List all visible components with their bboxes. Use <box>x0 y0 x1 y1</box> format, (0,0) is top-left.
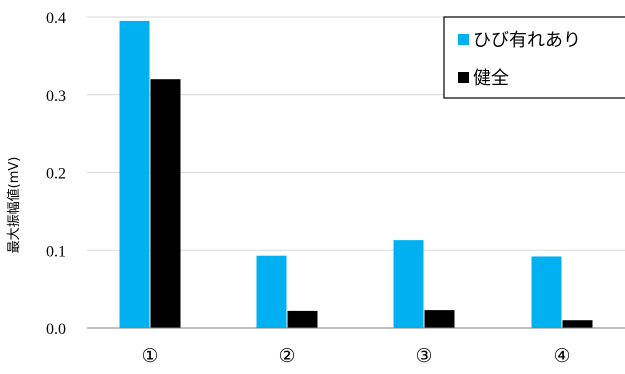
bar-健全-1 <box>150 79 181 328</box>
legend-swatch-ひび有れあり <box>458 34 469 45</box>
x-tick-label: ① <box>141 345 158 367</box>
bar-ひび有れあり-1 <box>119 20 150 328</box>
x-tick-label: ③ <box>415 345 432 367</box>
y-tick-label: 0.0 <box>46 321 66 338</box>
y-tick-labels: 0.0 0.1 0.2 0.3 0.4 <box>46 10 66 338</box>
y-tick-label: 0.2 <box>46 166 66 183</box>
bars <box>119 20 593 328</box>
legend-swatch-健全 <box>458 72 469 83</box>
y-tick-label: 0.3 <box>46 88 66 105</box>
bar-ひび有れあり-3 <box>393 240 424 328</box>
bar-健全-3 <box>424 310 455 328</box>
bar-健全-2 <box>287 310 318 328</box>
legend: ひび有れあり 健全 <box>443 16 625 99</box>
legend-box <box>443 16 625 99</box>
y-tick-label: 0.1 <box>46 243 66 260</box>
y-axis-title: 最大振幅値(mV) <box>6 157 22 254</box>
x-tick-labels: ① ② ③ ④ <box>141 345 570 367</box>
legend-label-ひび有れあり: ひび有れあり <box>473 30 581 51</box>
legend-label-健全: 健全 <box>473 68 509 89</box>
bar-ひび有れあり-2 <box>256 255 287 328</box>
x-tick-label: ② <box>278 345 295 367</box>
bar-ひび有れあり-4 <box>531 256 562 328</box>
x-tick-label: ④ <box>553 345 570 367</box>
y-tick-label: 0.4 <box>46 10 66 27</box>
bar-健全-4 <box>562 320 593 328</box>
